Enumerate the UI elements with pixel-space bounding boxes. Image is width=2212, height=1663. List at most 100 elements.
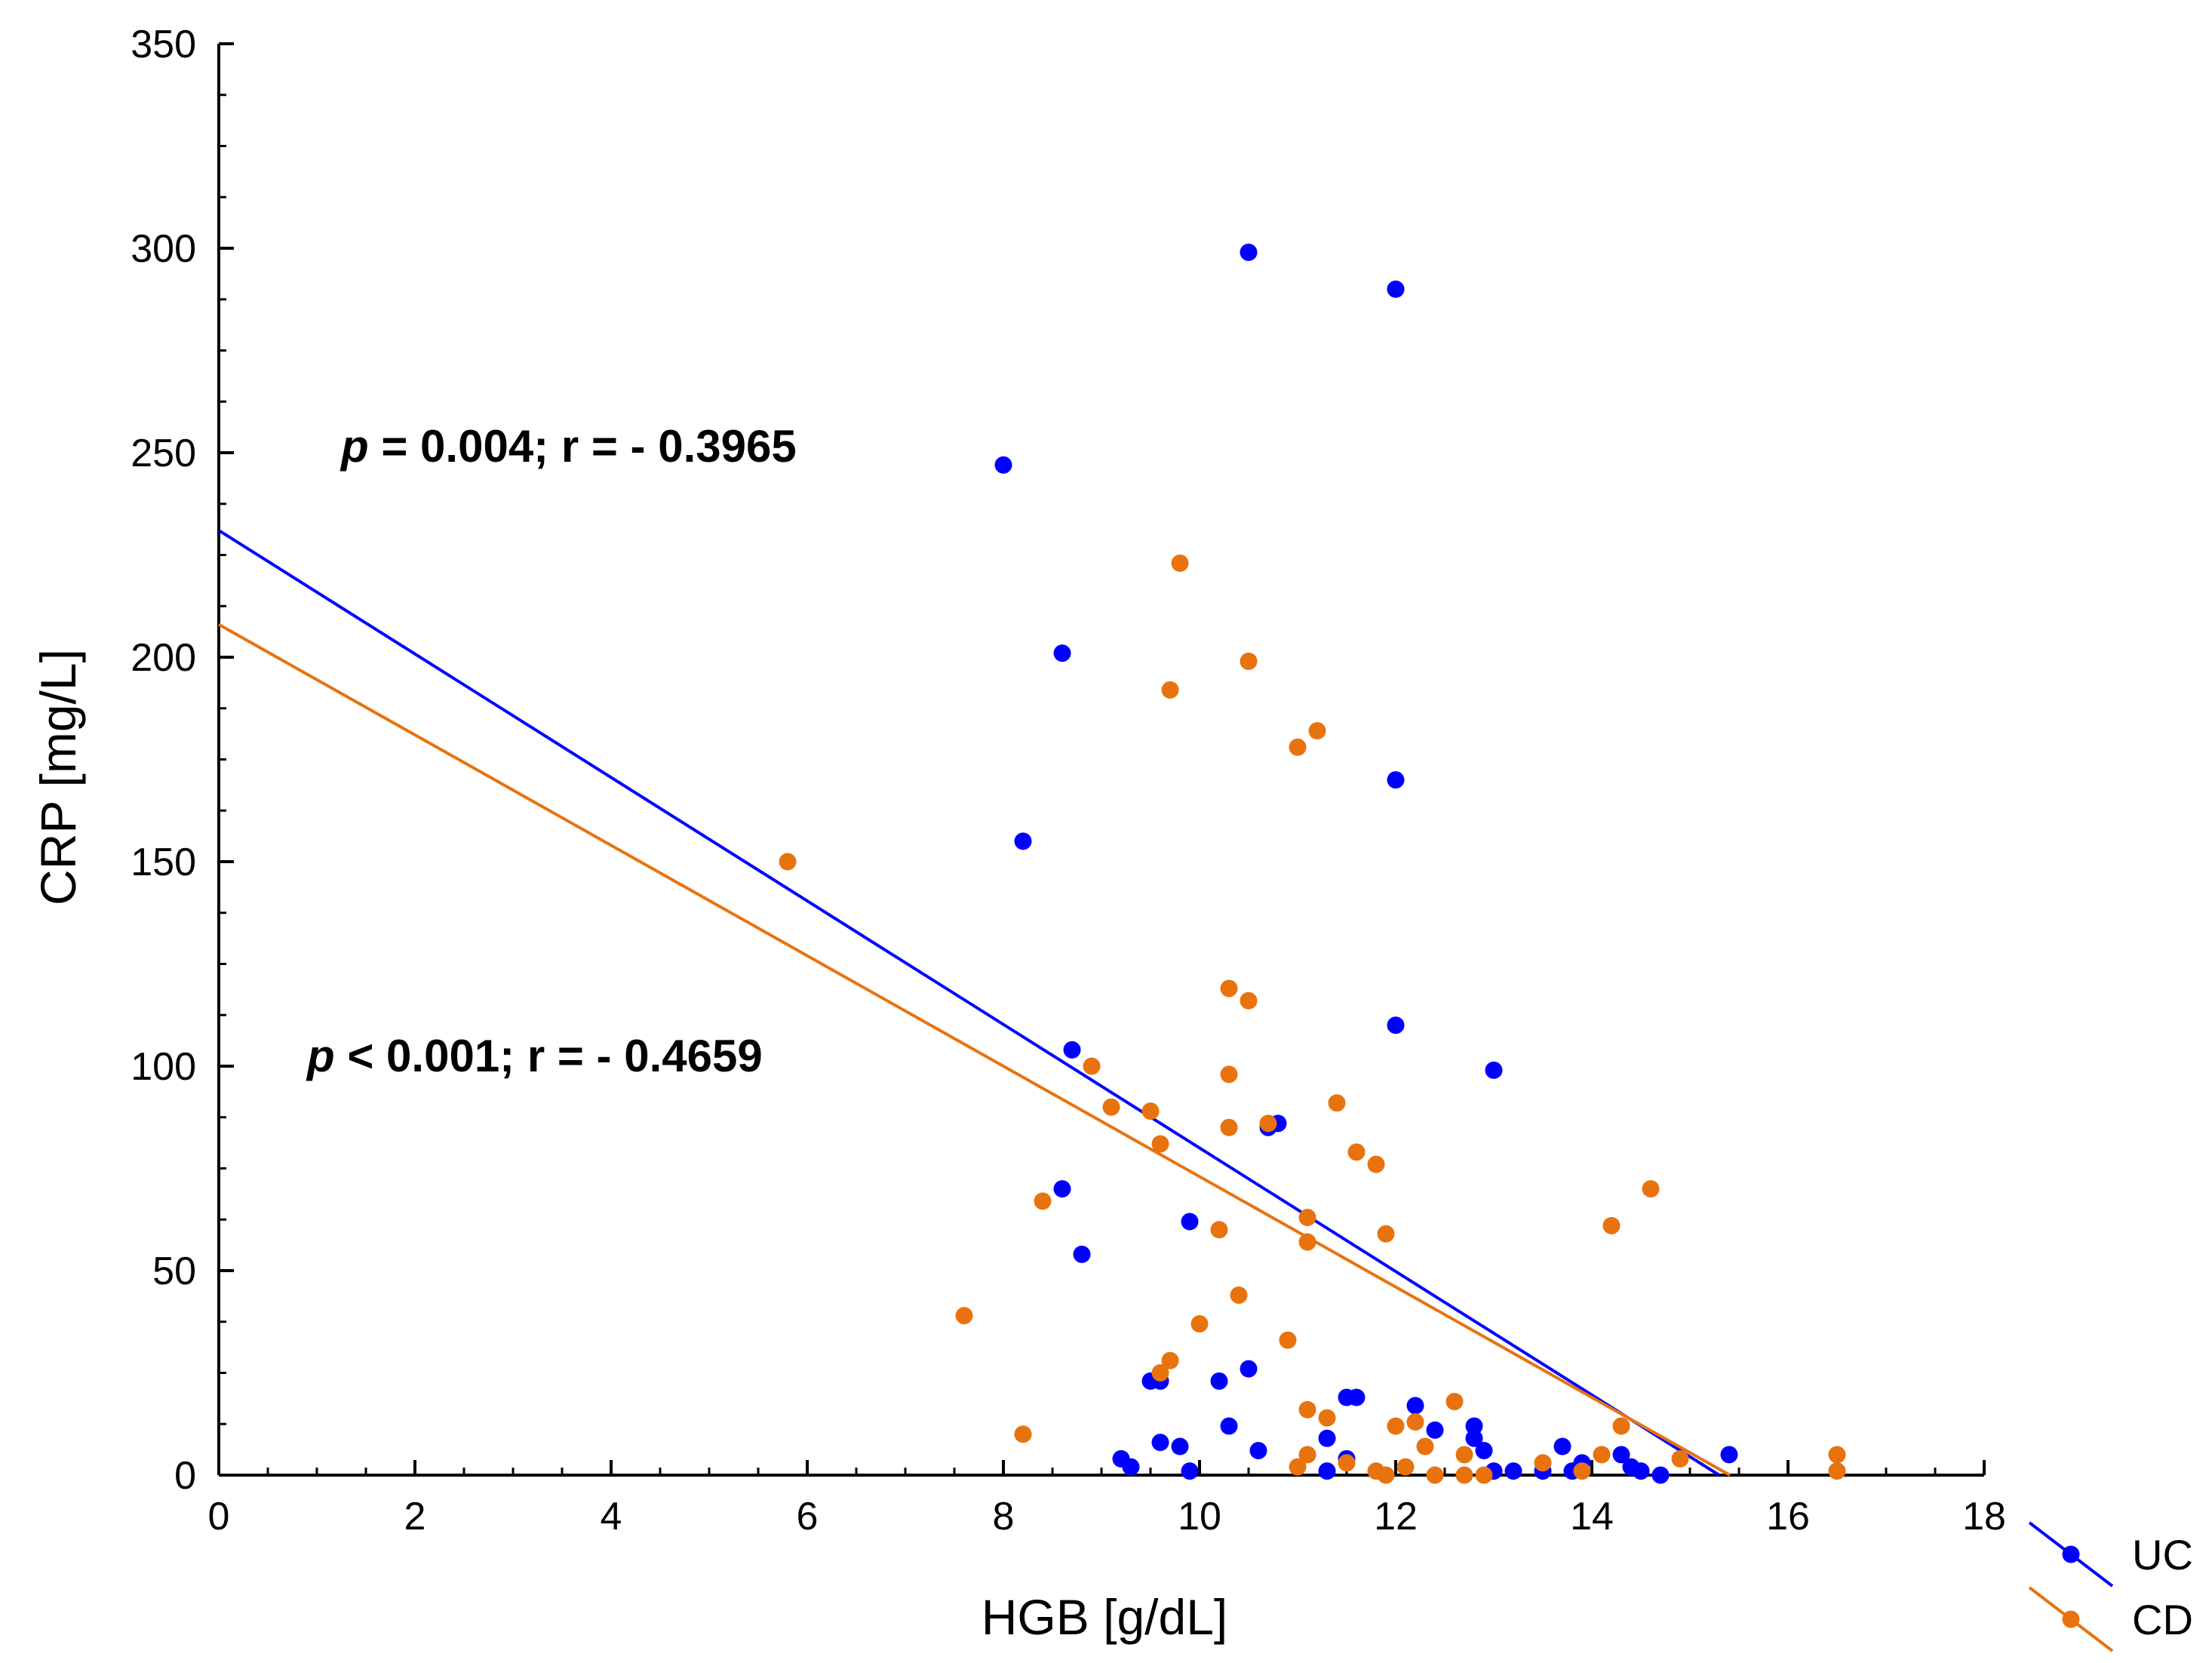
cd-point: [1190, 1314, 1209, 1333]
uc-point: [1465, 1417, 1483, 1435]
uc-point: [1426, 1421, 1444, 1439]
x-tick-label: 16: [1766, 1495, 1810, 1539]
uc-point: [994, 456, 1012, 474]
cd-point: [1573, 1462, 1591, 1480]
uc-point: [1122, 1458, 1140, 1476]
uc-regression-line: [217, 529, 1720, 1477]
x-tick-label: 12: [1374, 1495, 1418, 1539]
y-axis-title: CRP [mg/L]: [30, 649, 86, 905]
uc-point: [1318, 1429, 1336, 1447]
axes: 0 2 4 6 8 10 12 14 16 18 0 50 100 150 200 250 300 350: [131, 23, 2006, 1539]
cd-regression-line: [218, 622, 1731, 1477]
legend: UC CD: [2028, 1521, 2193, 1652]
cd-point: [1161, 1351, 1179, 1369]
x-tick-label: 8: [993, 1495, 1015, 1539]
cd-point: [1534, 1454, 1552, 1472]
cd-point: [779, 853, 797, 871]
uc-point: [1387, 280, 1405, 298]
uc-point: [1063, 1041, 1081, 1059]
y-tick-label: 300: [131, 227, 196, 271]
cd-point: [1102, 1098, 1120, 1116]
cd-point: [1171, 554, 1189, 572]
uc-point: [1318, 1462, 1336, 1480]
x-tick-label: 0: [208, 1495, 230, 1539]
cd-point: [1426, 1466, 1444, 1484]
cd-point: [1455, 1466, 1473, 1484]
uc-point: [1485, 1061, 1503, 1079]
x-axis-title: HGB [g/dL]: [982, 1589, 1228, 1645]
cd-point: [1671, 1449, 1689, 1468]
uc-point: [1612, 1446, 1630, 1464]
uc-point: [1240, 243, 1258, 261]
uc-point: [1053, 1180, 1071, 1198]
cd-point: [1289, 1458, 1307, 1476]
cd-point: [1406, 1413, 1424, 1431]
y-tick-label: 100: [131, 1045, 196, 1089]
legend-cd-label: CD: [2132, 1596, 2193, 1643]
uc-point: [1220, 1417, 1238, 1435]
x-tick-label: 10: [1178, 1495, 1221, 1539]
cd-point: [1387, 1417, 1405, 1435]
cd-point: [955, 1307, 973, 1325]
uc-point: [1249, 1441, 1267, 1459]
uc-point: [1387, 771, 1405, 789]
cd-point: [1220, 1065, 1238, 1084]
uc-point: [1475, 1441, 1493, 1459]
cd-point: [1593, 1446, 1611, 1464]
cd-point: [1642, 1180, 1660, 1198]
uc-point: [1171, 1437, 1189, 1456]
cd-point: [1151, 1135, 1169, 1153]
cd-point: [1445, 1392, 1464, 1410]
cd-correlation-annotation: p < 0.001; r = - 0.4659: [306, 1031, 763, 1081]
cd-point: [1367, 1155, 1385, 1173]
cd-correlation-text: < 0.001; r = - 0.4659: [335, 1031, 763, 1081]
x-tick-label: 2: [404, 1495, 426, 1539]
y-tick-label: 150: [131, 841, 196, 884]
uc-point: [1465, 1429, 1483, 1447]
cd-point: [1220, 1118, 1238, 1136]
uc-point: [1553, 1437, 1571, 1456]
legend-uc-marker: [2062, 1545, 2080, 1563]
uc-point: [1387, 1016, 1405, 1034]
uc-point: [1406, 1397, 1424, 1415]
x-tick-label: 18: [1962, 1495, 2006, 1539]
cd-point: [1602, 1216, 1621, 1234]
cd-p-symbol: p: [306, 1031, 335, 1081]
uc-point: [1210, 1372, 1228, 1390]
cd-point: [1828, 1462, 1846, 1480]
y-tick-label: 350: [131, 23, 196, 66]
uc-point: [1181, 1213, 1199, 1231]
uc-point: [1632, 1462, 1650, 1480]
cd-point: [1230, 1286, 1248, 1305]
uc-point: [1181, 1462, 1199, 1480]
cd-point: [1338, 1454, 1356, 1472]
cd-point: [1828, 1446, 1846, 1464]
uc-point: [1151, 1434, 1169, 1452]
cd-point: [1034, 1192, 1052, 1210]
cd-point: [1220, 979, 1238, 997]
cd-point: [1141, 1102, 1160, 1120]
uc-point: [1720, 1446, 1738, 1464]
cd-point: [1210, 1221, 1228, 1239]
cd-point: [1318, 1409, 1336, 1427]
x-tick-label: 4: [601, 1495, 622, 1539]
cd-point: [1083, 1057, 1101, 1075]
y-tick-label: 0: [174, 1454, 196, 1498]
cd-point: [1416, 1437, 1434, 1456]
cd-point: [1347, 1143, 1366, 1161]
cd-point: [1475, 1466, 1493, 1484]
cd-point: [1308, 722, 1326, 740]
cd-point: [1014, 1425, 1032, 1443]
data-points: [779, 243, 1846, 1484]
uc-point: [1053, 644, 1071, 662]
y-tick-label: 250: [131, 432, 196, 475]
cd-point: [1298, 1209, 1316, 1227]
cd-point: [1328, 1094, 1346, 1112]
cd-point: [1289, 738, 1307, 756]
cd-point: [1298, 1446, 1316, 1464]
cd-point: [1298, 1233, 1316, 1251]
y-tick-label: 200: [131, 636, 196, 680]
cd-point: [1279, 1331, 1297, 1349]
cd-point: [1259, 1114, 1277, 1133]
